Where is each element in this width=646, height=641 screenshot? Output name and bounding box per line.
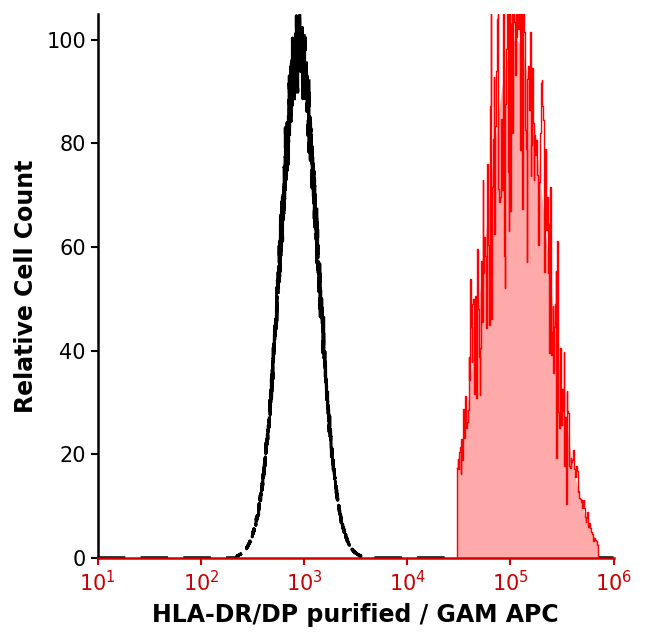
Y-axis label: Relative Cell Count: Relative Cell Count (14, 159, 38, 413)
X-axis label: HLA-DR/DP purified / GAM APC: HLA-DR/DP purified / GAM APC (152, 603, 559, 627)
